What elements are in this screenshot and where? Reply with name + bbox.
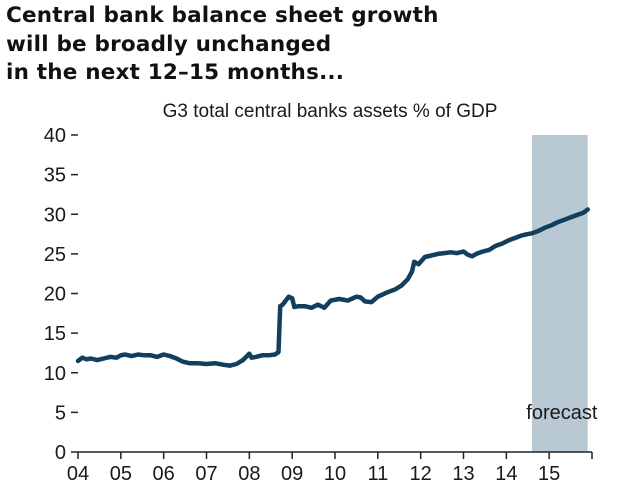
headline-line-3: in the next 12–15 months...	[6, 60, 345, 85]
x-tick-label: 14	[495, 463, 517, 485]
x-tick-label: 10	[324, 463, 346, 485]
x-tick-label: 07	[195, 463, 217, 485]
x-tick-label: 09	[281, 463, 303, 485]
y-tick-label: 0	[55, 442, 66, 464]
y-tick-label: 20	[44, 284, 66, 306]
x-tick-label: 12	[410, 463, 432, 485]
x-tick-label: 05	[110, 463, 132, 485]
forecast-label: forecast	[526, 402, 598, 424]
y-axis: 0 5 10 15 20 25 30 35 40	[44, 125, 78, 464]
y-tick-label: 35	[44, 165, 66, 187]
x-tick-label: 06	[153, 463, 175, 485]
x-axis: 04 05 06 07 08 09 10 11 12 13 14 15	[67, 452, 593, 485]
y-tick-label: 15	[44, 323, 66, 345]
headline-line-2: will be broadly unchanged	[6, 31, 332, 57]
series-line	[75, 207, 590, 368]
chart-title: G3 total central banks assets % of GDP	[163, 101, 498, 122]
headline-line-1: Central bank balance sheet growth	[6, 3, 439, 28]
chart-headline: Central bank balance sheet growth will b…	[6, 2, 606, 88]
forecast-band	[532, 135, 588, 452]
y-tick-label: 25	[44, 244, 66, 266]
y-tick-label: 10	[44, 363, 66, 385]
x-tick-label: 08	[238, 463, 260, 485]
y-tick-label: 30	[44, 204, 66, 226]
y-tick-label: 5	[55, 402, 66, 424]
y-tick-label: 40	[44, 125, 66, 147]
x-tick-label: 11	[367, 463, 388, 485]
x-tick-label: 04	[67, 463, 89, 485]
x-tick-label: 15	[538, 463, 560, 485]
x-tick-label: 13	[452, 463, 474, 485]
